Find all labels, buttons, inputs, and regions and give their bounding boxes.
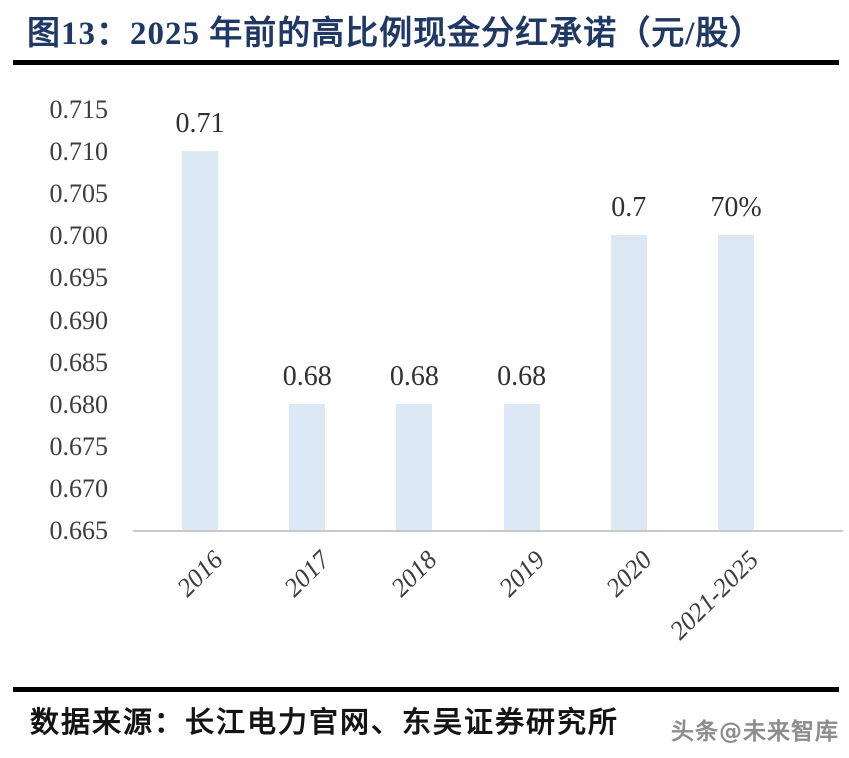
- data-source-note: 数据来源：长江电力官网、东吴证券研究所: [30, 707, 620, 739]
- bar-value-label: 0.68: [497, 360, 547, 392]
- y-axis-tick-label: 0.710: [49, 137, 109, 167]
- x-axis-category-label: 2019: [492, 545, 551, 603]
- y-axis-tick-label: 0.670: [49, 473, 109, 503]
- bar-value-label: 0.71: [175, 108, 225, 140]
- bar-value-label: 70%: [710, 192, 762, 224]
- y-axis-tick-label: 0.700: [49, 221, 109, 251]
- bar-2017: [289, 403, 326, 530]
- y-axis-tick-label: 0.715: [49, 95, 109, 124]
- chart-plot-area: 0.71 2016 0.68 2017 0.68 2018 0.68 2019 0.7 2020 7…: [133, 108, 843, 645]
- bar-chart: 0.715 0.710 0.705 0.700 0.695 0.690 0.685 0.680…: [0, 85, 849, 655]
- bar-value-label: 0.68: [389, 360, 439, 392]
- x-axis-category-label: 2020: [600, 545, 658, 603]
- x-axis-line: [133, 530, 843, 532]
- bar-2020: [610, 235, 647, 530]
- figure-title: 图13：2025 年前的高比例现金分红承诺（元/股）: [27, 16, 764, 52]
- y-axis-tick-label: 0.675: [49, 431, 109, 461]
- y-axis-tick-label: 0.665: [49, 516, 109, 545]
- watermark-label: 头条@未来智库: [671, 719, 839, 745]
- y-axis-tick-label: 0.690: [49, 305, 109, 335]
- bar-2021-2025: [718, 235, 754, 530]
- footer-divider: [13, 687, 839, 692]
- bar-value-label: 0.68: [282, 360, 332, 392]
- bar-2019: [503, 403, 540, 530]
- bar-value-label: 0.7: [611, 192, 647, 224]
- y-axis-tick-label: 0.705: [49, 179, 109, 209]
- x-axis-category-label: 2016: [171, 545, 229, 603]
- title-divider: [13, 60, 839, 65]
- x-axis-category-label: 2017: [278, 545, 336, 603]
- x-axis-category-label: 2021-2025: [664, 545, 765, 646]
- y-axis-tick-labels: 0.715 0.710 0.705 0.700 0.695 0.690 0.685 0.680…: [0, 95, 109, 545]
- bar-2016: [182, 151, 218, 530]
- y-axis-tick-label: 0.695: [49, 263, 109, 293]
- y-axis-tick-label: 0.685: [49, 347, 109, 377]
- y-axis-tick-label: 0.680: [49, 389, 109, 419]
- bar-2018: [396, 403, 433, 530]
- x-axis-category-label: 2018: [385, 545, 443, 603]
